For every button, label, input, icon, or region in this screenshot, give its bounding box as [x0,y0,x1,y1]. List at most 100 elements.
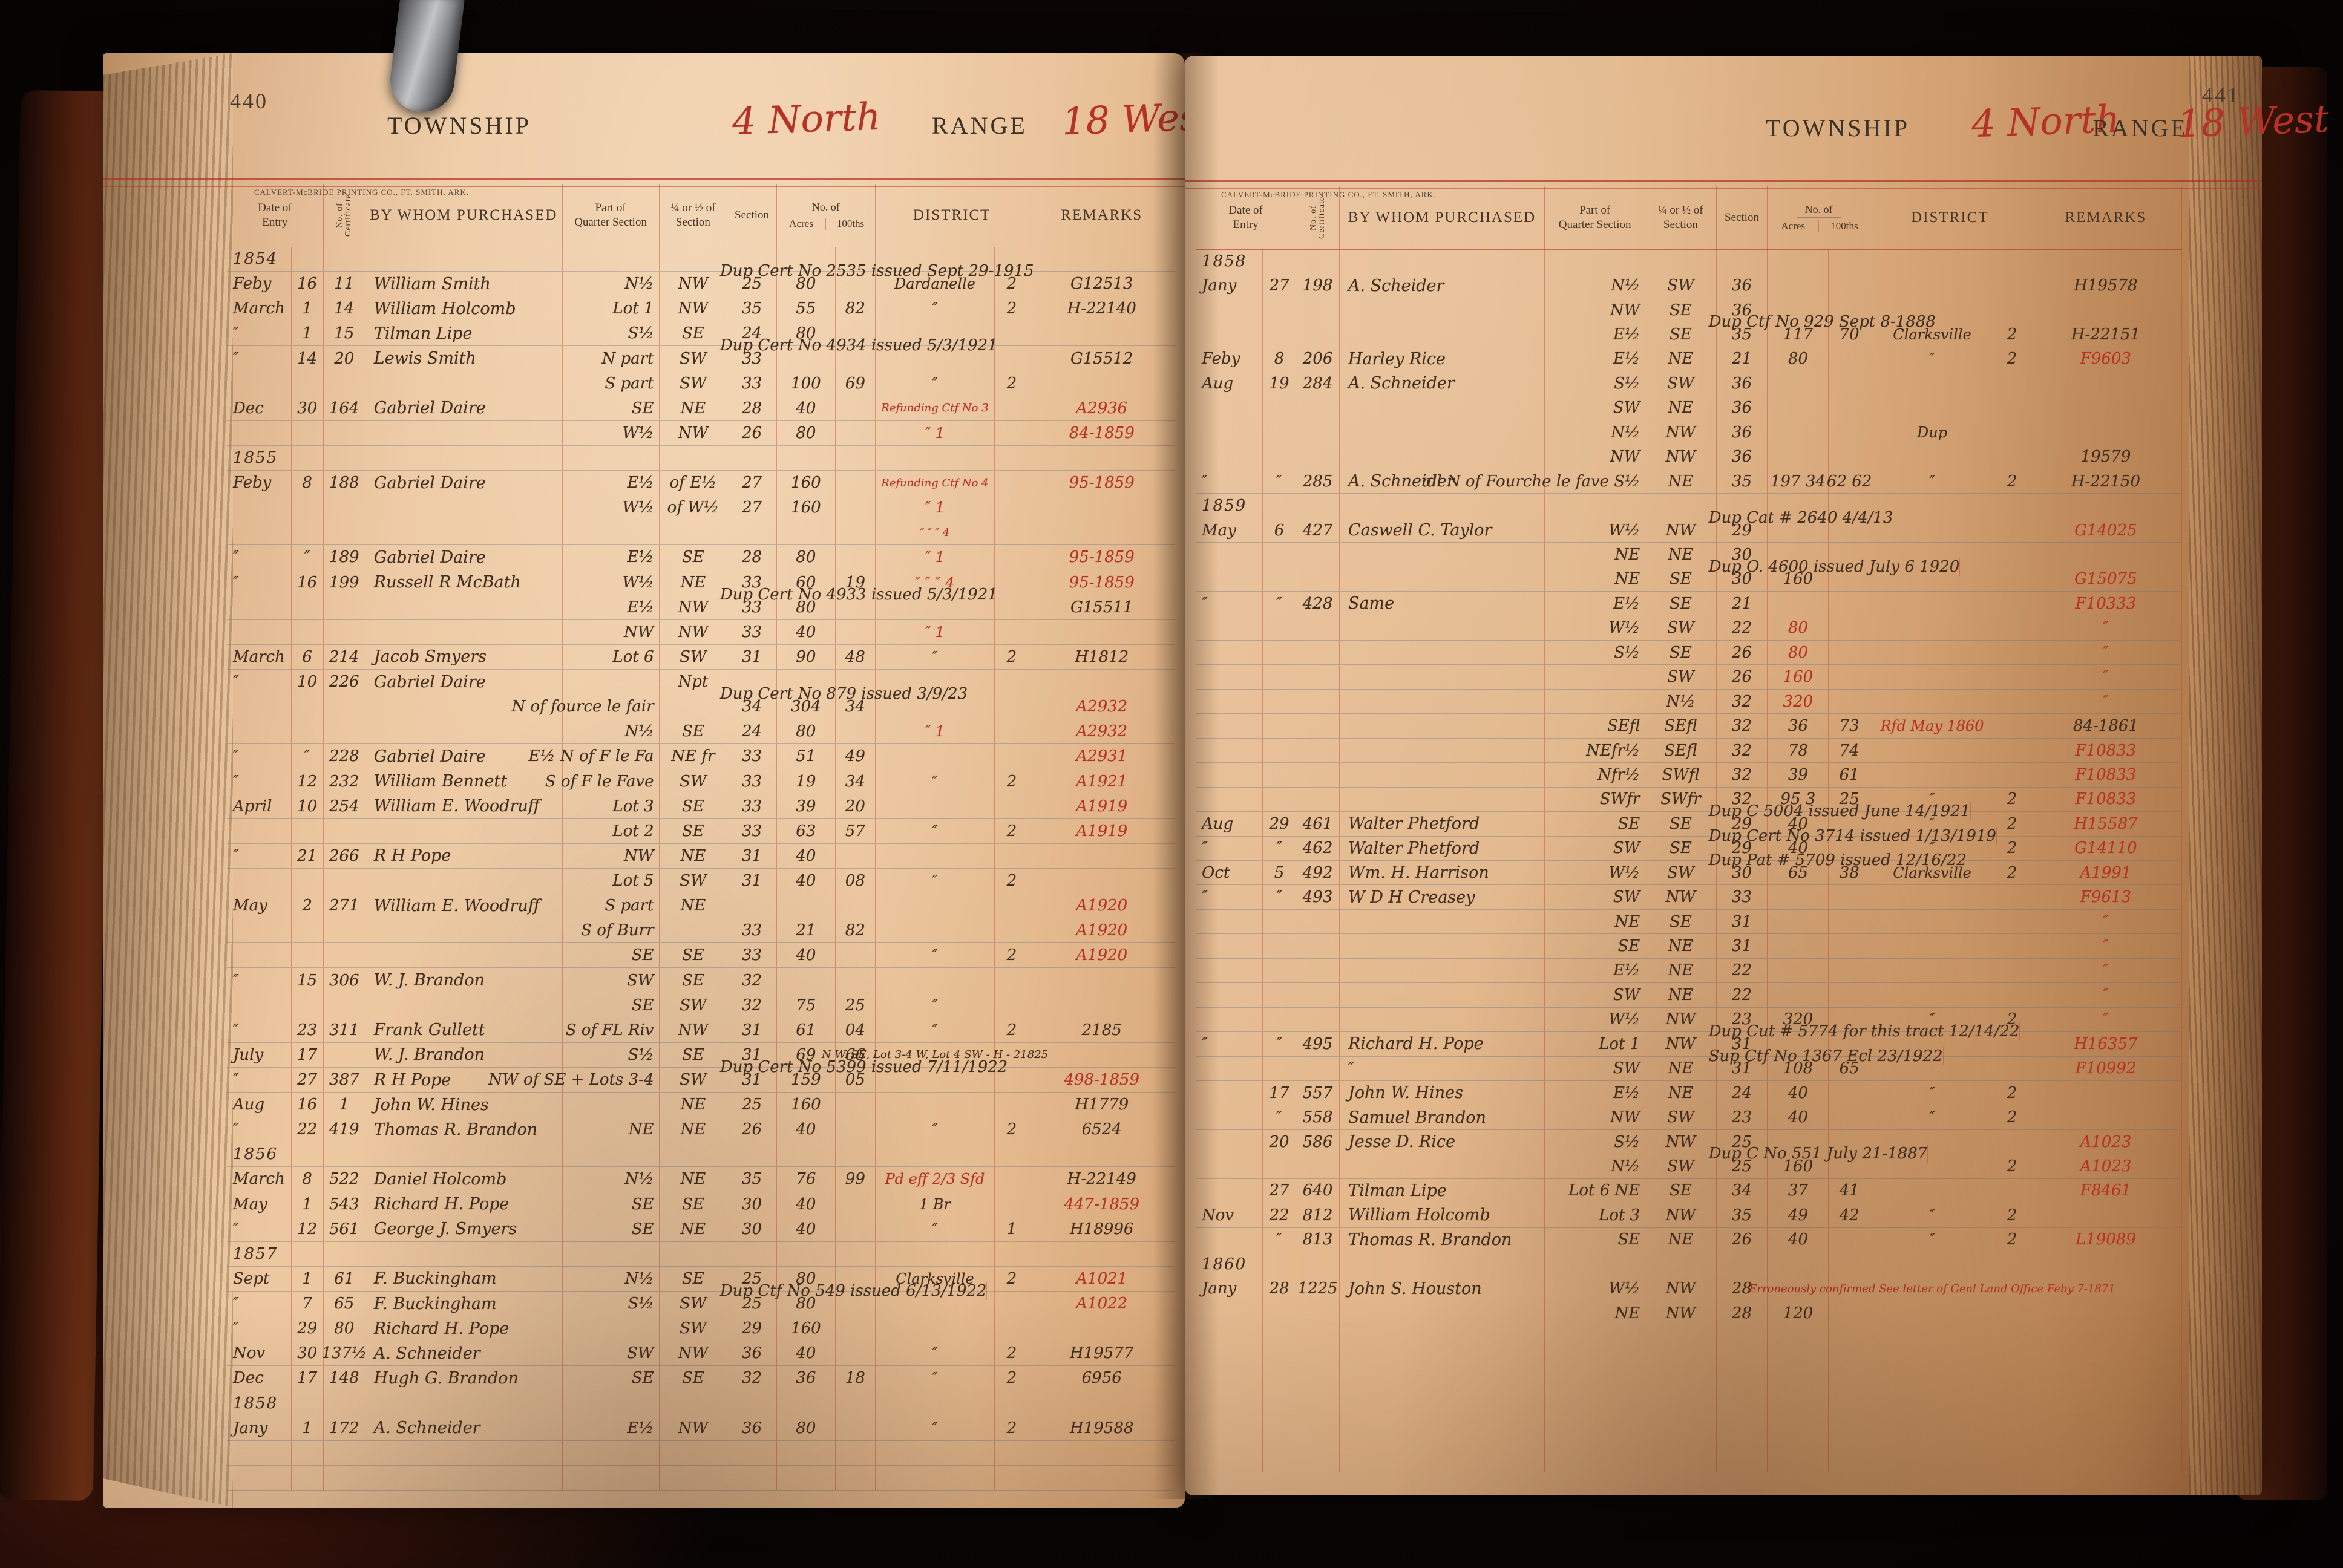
cell-day: 7 [292,1292,324,1316]
ledger-row: Aug 29 461 Walter Phetford SE SE 29 40 ″ 2 H15587 D… [1196,802,2182,837]
cell-hundredths [1829,909,1870,934]
cell-section: 36 [727,1341,777,1366]
cell-cert [1296,787,1340,812]
cell-acres: 80 [777,1292,836,1316]
cell-day: ″ [1263,885,1297,909]
cell-district_no [1994,371,2030,396]
cell-day [292,1142,324,1167]
cell-part: NEfr½ [1545,738,1646,763]
cell-hundredths [1829,494,1870,518]
cell-acres: 320 [1768,689,1829,714]
cell-cert [1296,1325,1340,1350]
cell-hundredths: 70 [1829,322,1870,347]
cell-district [1870,983,1995,1007]
ledger-row: ″ ″ 493 W D H Creasey SW NW 33 F9613 [1196,885,2182,910]
cell-name: William Smith [365,272,563,296]
cell-part [1545,249,1646,273]
cell-remark: 95-1859 [1029,545,1175,570]
cell-acres: 120 [1768,1301,1829,1325]
cell-cert: 462 [1296,836,1340,860]
cell-day [292,495,324,520]
cell-district: Dup [1870,420,1995,445]
cell-hundredths [1829,836,1870,860]
cell-hundredths: 25 [1829,787,1870,812]
cell-remark: F10992 [2030,1056,2182,1080]
cell-remark: 84-1861 [2030,714,2182,738]
cell-section: 23 [1717,1105,1768,1129]
cell-acres: 160 [777,471,836,495]
cell-acres: 40 [1768,812,1829,836]
cell-section: 36 [1717,396,1768,420]
cell-hundredths [836,843,876,868]
cell-hundredths [836,1465,876,1490]
year-row: 1858 [227,1391,1175,1416]
cell-district [1870,1350,1995,1374]
ledger-row: Sept 1 61 F. Buckingham N½ SE 25 80 Clarksville 2… [227,1266,1175,1292]
ledger-row: SE NE 31 ″ [1196,934,2182,959]
cell-day: 16 [292,570,324,595]
cell-name [1340,909,1545,934]
range-label: RANGE [2092,114,2188,142]
cell-month [227,868,292,893]
ledger-row: W½ SW 22 80 ″ [1196,616,2182,641]
cell-district_no [1994,616,2030,641]
cell-district [1870,689,1995,714]
cell-name: Wm. H. Harrison [1340,860,1545,885]
cell-section: 30 [727,1192,777,1217]
cell-remark [2030,1423,2182,1448]
cell-month [1196,909,1263,934]
cell-district [1870,738,1995,763]
ledger-row: S of Burr 33 21 82 A1920 [227,918,1175,944]
cell-cert [1296,567,1340,592]
cell-cert: 254 [324,794,365,818]
cell-remark [2030,1203,2182,1227]
cell-month: ″ [1196,885,1263,909]
cell-day [1263,665,1297,689]
ledger-row: ″ 12 232 William Bennett S of F le Fave SW 33 1… [227,769,1175,794]
cell-section: 22 [1717,616,1768,641]
cell-part: N½ [563,719,660,744]
cell-district_no [995,918,1029,943]
cell-name [1340,494,1545,518]
cell-part: Lot 6 NE [1545,1178,1646,1203]
cell-district [876,1391,995,1416]
cell-district [876,1241,995,1266]
cell-district [1870,958,1995,983]
cell-section: 31 [1717,934,1768,958]
cell-name: John W. Hines [1340,1080,1545,1105]
ledger-row: ″ 15 306 W. J. Brandon SW SE 32 [227,968,1175,993]
cell-cert: 428 [1296,592,1340,616]
cell-day [1263,1325,1297,1350]
cell-name: Richard H. Pope [1340,1032,1545,1056]
cell-section: 34 [727,694,777,719]
cell-section [1717,1350,1768,1374]
cell-quarter: SE [1645,592,1717,616]
cell-quarter: SW [1645,860,1717,885]
ledger-row: Lot 5 SW 31 40 08 ″ 2 [227,868,1175,894]
cell-day: 10 [292,670,324,694]
cell-part: Lot 3 [1545,1203,1646,1227]
cell-hundredths: 04 [836,1018,876,1042]
cell-month: ″ [227,545,292,570]
cell-section: 33 [1717,885,1768,909]
cell-quarter: SE [660,794,728,818]
cell-section: 35 [727,1167,777,1192]
cell-district_no [1994,1399,2030,1423]
cell-hundredths [1829,518,1870,543]
cell-district: ″ [876,769,995,794]
cell-remark [1029,1465,1175,1490]
cell-quarter [1645,1399,1717,1423]
cell-hundredths [1829,371,1870,396]
cell-month: 1859 [1196,494,1263,518]
col-district: DISTRICT [1870,186,2030,249]
cell-remark: ″ [2030,616,2182,641]
cell-district [1870,1154,1995,1178]
cell-cert: 214 [324,644,365,670]
ledger-row: 20 586 Jesse D. Rice S½ NW 25 A1023 [1196,1129,2182,1155]
cell-cert: 228 [324,744,365,769]
cell-acres [777,1142,836,1167]
cell-district_no [995,471,1029,495]
ledger-row: Nov 30 137½ A. Schneider SW NW 36 40 ″ 2 H19577 [227,1341,1175,1367]
cell-name: Walter Phetford [1340,836,1545,860]
cell-part: NW [1545,298,1646,322]
